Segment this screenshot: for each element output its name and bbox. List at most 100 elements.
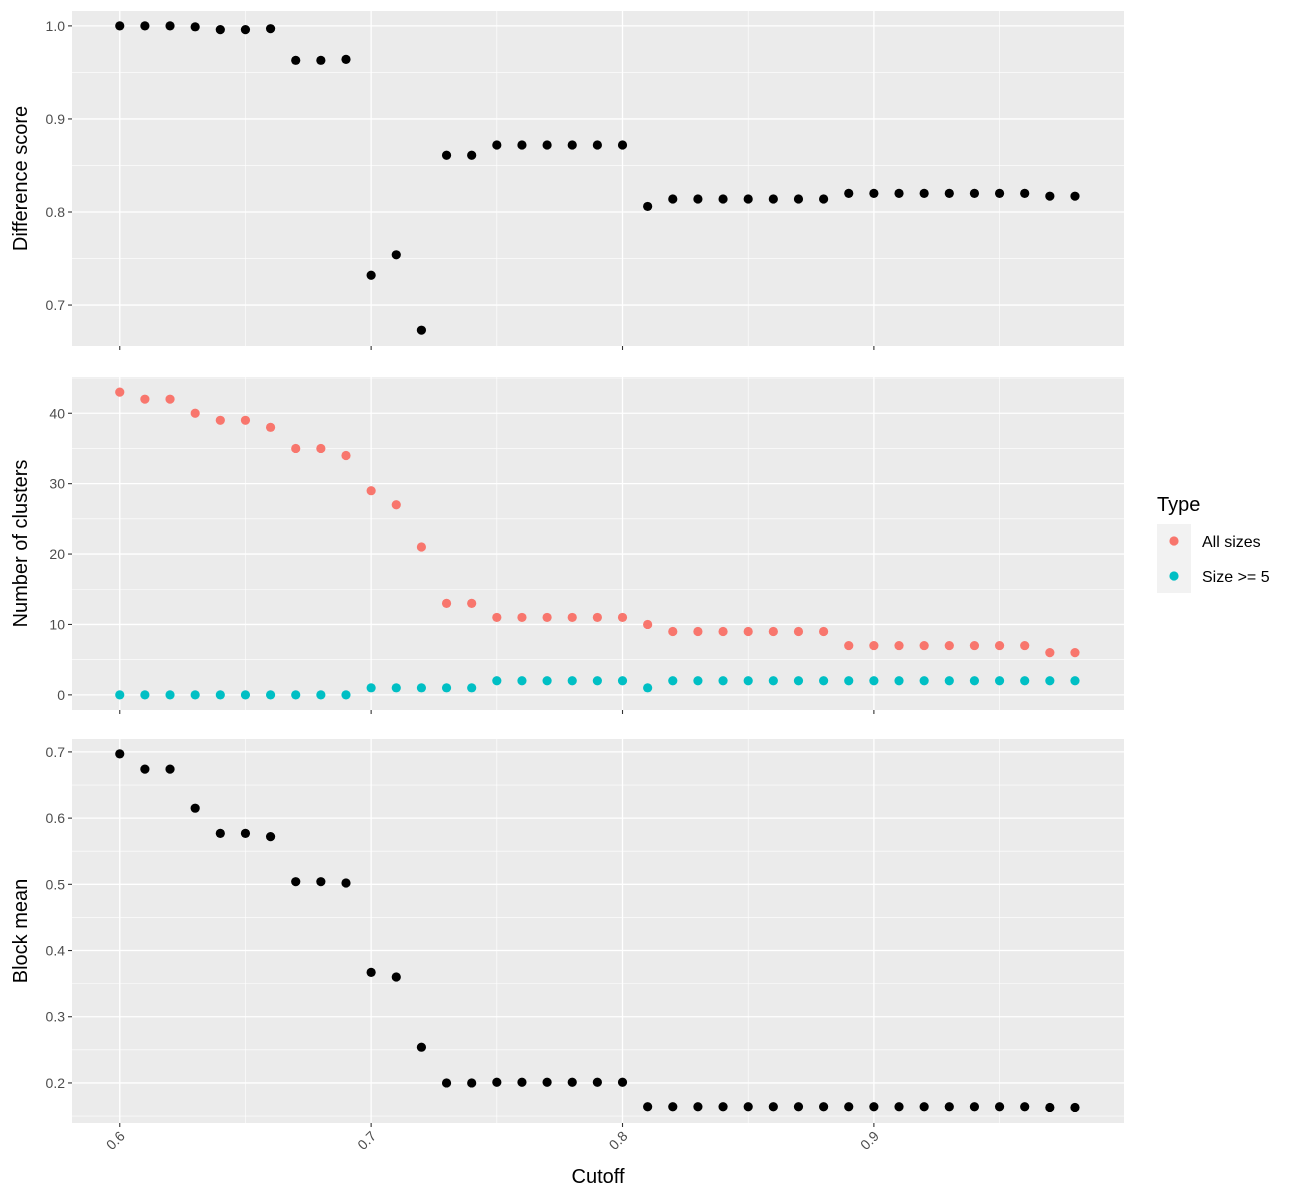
data-point: [919, 1102, 929, 1112]
data-point: [793, 676, 804, 686]
legend-key: [1169, 536, 1179, 546]
data-point: [215, 25, 225, 35]
data-point: [592, 676, 602, 686]
panels-layer: 0.7 0.8 0.9 1.0 Difference score 0 10 20 30 40 Num…: [10, 11, 1124, 1127]
data-point: [115, 387, 125, 397]
data-point: [1070, 191, 1080, 201]
data-point: [190, 690, 200, 700]
data-point: [391, 683, 401, 693]
data-point: [1045, 1102, 1055, 1113]
data-point: [994, 188, 1005, 198]
data-point: [894, 676, 904, 686]
panel-2: 0 10 20 30 40 Number of clusters: [10, 377, 1124, 714]
data-point: [743, 626, 753, 637]
data-point: [793, 194, 804, 204]
data-point: [115, 21, 125, 31]
data-point: [944, 676, 954, 686]
data-point: [1045, 191, 1055, 201]
legend-title: Type: [1157, 494, 1200, 516]
data-point: [441, 683, 452, 693]
data-point: [869, 676, 879, 686]
data-point: [793, 626, 804, 637]
y-tick-label: 0.7: [46, 297, 66, 313]
y-tick-label: 30: [49, 476, 65, 492]
data-point: [793, 1102, 804, 1112]
data-point: [969, 188, 980, 198]
data-point: [668, 626, 678, 637]
data-point: [441, 598, 452, 608]
data-point: [416, 325, 427, 335]
data-point: [944, 188, 954, 198]
data-point: [366, 967, 376, 977]
data-point: [291, 55, 301, 65]
data-point: [693, 626, 703, 637]
data-point: [919, 676, 929, 686]
data-point: [567, 1077, 577, 1087]
data-point: [894, 1102, 904, 1112]
data-point: [366, 683, 376, 693]
data-point: [542, 140, 552, 150]
data-point: [668, 1102, 678, 1112]
y-tick-label: 0: [57, 687, 65, 703]
y-tick-label: 0.5: [46, 876, 66, 892]
y-tick-label: 10: [49, 616, 65, 632]
data-point: [140, 394, 150, 404]
data-point: [391, 500, 401, 510]
data-point: [994, 676, 1005, 686]
series-all-sizes: [115, 387, 1080, 658]
data-point: [215, 690, 225, 700]
data-point: [416, 683, 427, 693]
data-point: [894, 188, 904, 198]
data-point: [341, 54, 351, 64]
series-size-5: [115, 676, 1080, 700]
data-point: [919, 640, 929, 651]
data-point: [492, 1077, 502, 1087]
data-point: [1020, 188, 1030, 198]
data-point: [190, 408, 200, 418]
series-points: [115, 749, 1080, 1113]
data-point: [743, 676, 753, 686]
data-point: [391, 250, 401, 260]
data-point: [1045, 648, 1055, 658]
data-point: [768, 194, 778, 204]
data-point: [944, 640, 954, 651]
data-point: [1020, 1102, 1030, 1112]
data-point: [819, 626, 829, 637]
data-point: [316, 690, 326, 700]
data-point: [165, 690, 175, 700]
data-point: [617, 140, 628, 150]
data-point: [819, 676, 829, 686]
data-point: [316, 443, 326, 454]
data-point: [592, 140, 602, 150]
y-tick-label: 0.7: [46, 744, 66, 760]
data-point: [291, 877, 301, 887]
panel-background: [72, 739, 1124, 1123]
data-point: [743, 194, 753, 204]
legend-label: Size >= 5: [1202, 569, 1270, 586]
data-point: [994, 640, 1005, 651]
data-point: [819, 1102, 829, 1112]
data-point: [693, 194, 703, 204]
data-point: [165, 394, 175, 404]
y-tick-label: 0.4: [46, 943, 66, 959]
data-point: [291, 443, 301, 454]
data-point: [140, 21, 150, 31]
data-point: [165, 764, 175, 774]
data-point: [341, 450, 351, 461]
data-point: [1020, 676, 1030, 686]
data-point: [467, 150, 477, 160]
data-point: [215, 828, 225, 838]
data-point: [718, 194, 728, 204]
series-points: [115, 21, 1080, 335]
y-tick-label: 0.3: [46, 1009, 66, 1025]
data-point: [291, 690, 301, 700]
data-point: [592, 1077, 602, 1087]
data-point: [467, 598, 477, 608]
data-point: [240, 690, 251, 700]
data-point: [341, 878, 351, 888]
data-point: [668, 676, 678, 686]
legend-key-background: [1157, 524, 1191, 593]
data-point: [517, 1077, 527, 1087]
data-point: [517, 612, 527, 623]
data-point: [743, 1102, 753, 1112]
